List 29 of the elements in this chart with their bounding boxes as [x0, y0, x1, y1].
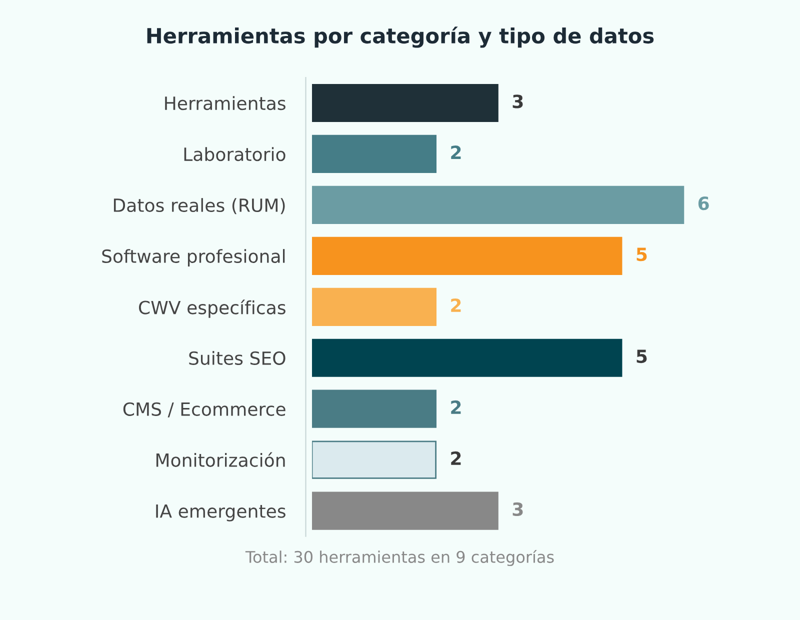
y-tick-label: Laboratorio	[184, 147, 286, 162]
chart-title: Herramientas por categoría y tipo de datos	[147, 26, 654, 48]
data-label: 2	[451, 451, 461, 465]
text: Total: 30 herramientas en 9 categorías	[245, 550, 554, 566]
bar	[312, 288, 437, 326]
data-label: 2	[451, 400, 461, 414]
bar	[312, 236, 622, 275]
bar	[312, 492, 498, 530]
y-tick-label: Datos reales (RUM)	[114, 198, 285, 214]
data-label: 3	[512, 502, 523, 516]
data-label: 2	[451, 146, 461, 159]
bar	[312, 186, 684, 224]
y-tick-label: Monitorización	[156, 452, 285, 467]
y-tick-label: CMS / Ecommerce	[123, 402, 286, 418]
bar	[312, 440, 437, 479]
data-label: 6	[698, 196, 709, 210]
bar	[312, 134, 437, 174]
data-label: 3	[512, 94, 523, 108]
y-tick-label: Software profesional	[102, 249, 285, 267]
data-label: 2	[451, 298, 461, 312]
bar	[312, 84, 498, 122]
y-tick-label: Herramientas	[165, 96, 286, 110]
bar	[312, 390, 437, 428]
data-label: 5	[636, 248, 647, 262]
y-tick-label: Suites SEO	[189, 351, 286, 365]
bar	[312, 338, 622, 377]
data-label: 5	[636, 350, 647, 364]
y-tick-label: IA emergentes	[156, 504, 286, 522]
y-tick-label: CWV específicas	[138, 300, 286, 318]
